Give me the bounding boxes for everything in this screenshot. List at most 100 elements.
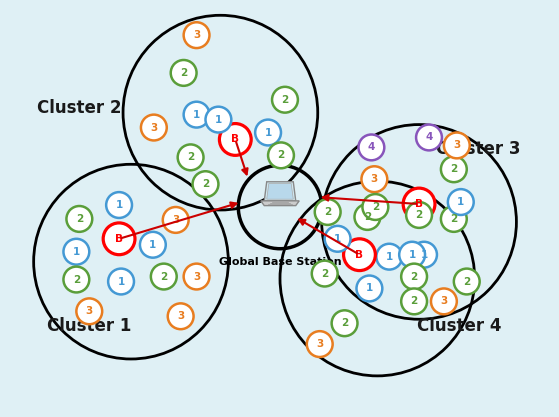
Circle shape xyxy=(325,226,350,252)
Circle shape xyxy=(151,264,177,289)
Circle shape xyxy=(67,206,92,232)
Text: 3: 3 xyxy=(193,271,200,281)
Text: 1: 1 xyxy=(457,197,465,207)
Text: 2: 2 xyxy=(187,152,194,162)
Circle shape xyxy=(272,87,298,113)
Text: 2: 2 xyxy=(160,271,167,281)
Circle shape xyxy=(255,120,281,146)
Polygon shape xyxy=(264,182,296,201)
Circle shape xyxy=(416,125,442,151)
Text: 1: 1 xyxy=(409,250,416,260)
Polygon shape xyxy=(267,183,293,199)
Circle shape xyxy=(315,199,340,225)
Text: 1: 1 xyxy=(386,252,393,262)
Circle shape xyxy=(344,239,375,271)
Circle shape xyxy=(401,289,427,314)
Text: B: B xyxy=(415,199,423,209)
Circle shape xyxy=(168,303,193,329)
Circle shape xyxy=(431,289,457,314)
Polygon shape xyxy=(260,201,299,206)
Text: 1: 1 xyxy=(149,240,157,250)
Text: 1: 1 xyxy=(334,234,341,244)
Text: 1: 1 xyxy=(73,247,80,257)
Circle shape xyxy=(106,192,132,218)
Text: Cluster 1: Cluster 1 xyxy=(47,317,131,335)
Text: 1: 1 xyxy=(116,200,123,210)
Circle shape xyxy=(64,266,89,292)
Circle shape xyxy=(362,194,389,220)
Circle shape xyxy=(399,242,425,268)
Circle shape xyxy=(170,60,197,86)
Text: 2: 2 xyxy=(410,271,418,281)
Circle shape xyxy=(444,133,470,158)
Circle shape xyxy=(357,276,382,301)
Circle shape xyxy=(193,171,219,197)
Text: B: B xyxy=(356,250,363,260)
Circle shape xyxy=(219,123,251,156)
Text: Cluster 4: Cluster 4 xyxy=(416,317,501,335)
Text: 3: 3 xyxy=(177,311,184,321)
Circle shape xyxy=(411,242,437,268)
Circle shape xyxy=(64,239,89,265)
Circle shape xyxy=(362,166,387,192)
Text: 2: 2 xyxy=(450,164,457,174)
Circle shape xyxy=(307,331,333,357)
Circle shape xyxy=(448,189,473,215)
Circle shape xyxy=(103,223,135,255)
Circle shape xyxy=(184,102,210,128)
Circle shape xyxy=(178,144,203,170)
Text: 3: 3 xyxy=(193,30,200,40)
Text: 1: 1 xyxy=(117,276,125,286)
Text: 1: 1 xyxy=(215,115,222,125)
Text: 2: 2 xyxy=(321,269,328,279)
Text: 2: 2 xyxy=(364,212,371,222)
Text: 3: 3 xyxy=(172,215,179,225)
Circle shape xyxy=(268,143,294,168)
Circle shape xyxy=(354,204,380,230)
Circle shape xyxy=(331,310,357,336)
Text: 2: 2 xyxy=(415,210,423,220)
Text: 1: 1 xyxy=(420,250,428,260)
Circle shape xyxy=(441,206,467,232)
Text: 2: 2 xyxy=(410,296,418,306)
Circle shape xyxy=(108,269,134,294)
Text: 4: 4 xyxy=(425,133,433,143)
Circle shape xyxy=(140,232,166,258)
Text: B: B xyxy=(231,134,239,144)
Text: 3: 3 xyxy=(453,141,461,151)
Text: 2: 2 xyxy=(372,202,379,212)
Circle shape xyxy=(441,156,467,182)
Circle shape xyxy=(206,107,231,133)
Text: 2: 2 xyxy=(281,95,288,105)
Circle shape xyxy=(376,244,402,269)
Text: 3: 3 xyxy=(316,339,323,349)
Circle shape xyxy=(401,264,427,289)
Circle shape xyxy=(454,269,480,294)
Text: 2: 2 xyxy=(450,214,457,224)
Circle shape xyxy=(184,22,210,48)
Text: 2: 2 xyxy=(75,214,83,224)
Text: 1: 1 xyxy=(366,284,373,294)
Text: 3: 3 xyxy=(86,306,93,317)
Text: 3: 3 xyxy=(371,174,378,184)
Circle shape xyxy=(184,264,210,289)
Text: 2: 2 xyxy=(463,276,470,286)
Circle shape xyxy=(312,261,338,286)
Text: 2: 2 xyxy=(324,207,331,217)
Text: Global Base Station: Global Base Station xyxy=(219,257,342,267)
Text: 2: 2 xyxy=(202,179,209,189)
Circle shape xyxy=(358,135,384,160)
Text: 1: 1 xyxy=(264,128,272,138)
Circle shape xyxy=(163,207,188,233)
Text: Cluster 2: Cluster 2 xyxy=(37,99,122,117)
Text: B: B xyxy=(115,234,123,244)
Text: 4: 4 xyxy=(368,143,375,152)
Text: Cluster 3: Cluster 3 xyxy=(437,141,521,158)
Text: 1: 1 xyxy=(193,110,200,120)
Circle shape xyxy=(77,299,102,324)
Text: 2: 2 xyxy=(341,318,348,328)
Circle shape xyxy=(406,202,432,228)
Text: 2: 2 xyxy=(180,68,187,78)
Text: 3: 3 xyxy=(150,123,158,133)
Circle shape xyxy=(403,188,435,220)
